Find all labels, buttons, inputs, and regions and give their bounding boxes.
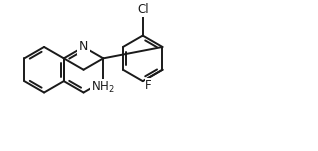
Text: Cl: Cl — [137, 3, 149, 16]
Text: N: N — [79, 40, 88, 53]
Text: NH$_2$: NH$_2$ — [91, 80, 115, 95]
Text: F: F — [145, 79, 152, 92]
